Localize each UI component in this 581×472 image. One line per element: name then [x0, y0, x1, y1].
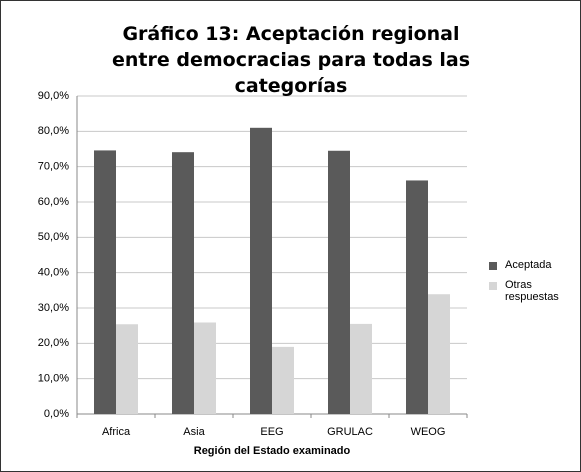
legend-swatch	[489, 282, 497, 290]
x-tick-label: Africa	[102, 426, 131, 438]
y-tick-label: 90,0%	[38, 90, 69, 102]
bar	[428, 294, 450, 414]
y-tick-label: 70,0%	[38, 161, 69, 173]
legend-swatch	[489, 262, 497, 270]
chart-title: Gráfico 13: Aceptación regional entre de…	[111, 23, 471, 97]
bar	[406, 180, 428, 414]
bar	[116, 324, 138, 414]
y-tick-label: 60,0%	[38, 196, 69, 208]
y-tick-label: 30,0%	[38, 302, 69, 314]
bar	[272, 346, 294, 414]
legend-item: Otras respuestas	[489, 279, 569, 303]
y-tick-label: 0,0%	[44, 408, 69, 420]
x-tick-label: EEG	[260, 426, 283, 438]
bar	[328, 150, 350, 414]
y-tick-label: 50,0%	[38, 231, 69, 243]
bar	[250, 127, 272, 415]
x-tick-label: WEOG	[411, 426, 446, 438]
legend-item: Aceptada	[489, 259, 569, 271]
x-tick-label: Asia	[183, 426, 205, 438]
legend-label: Otras respuestas	[505, 279, 559, 303]
legend-label: Aceptada	[505, 259, 552, 271]
bar	[94, 150, 116, 414]
y-tick-label: 20,0%	[38, 337, 69, 349]
x-tick-label: GRULAC	[327, 426, 373, 438]
y-tick-label: 80,0%	[38, 125, 69, 137]
bar	[350, 323, 372, 414]
legend: Aceptada Otras respuestas	[489, 259, 569, 311]
y-tick-label: 40,0%	[38, 267, 69, 279]
x-axis-label: Región del Estado examinado	[194, 445, 351, 457]
bar	[194, 322, 216, 414]
bar	[172, 152, 194, 414]
y-tick-label: 10,0%	[38, 373, 69, 385]
